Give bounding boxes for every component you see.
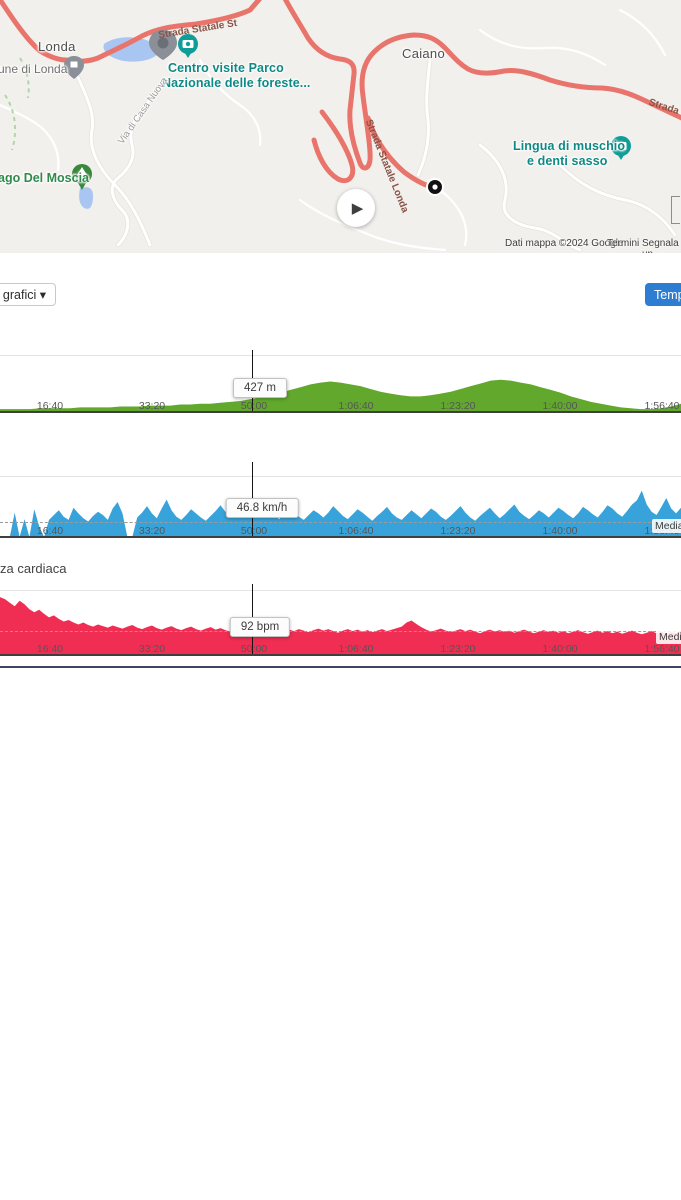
elevation-chart-topline: [0, 355, 681, 356]
lingua-camera-pin-icon[interactable]: [611, 136, 631, 160]
axis-tick: 16:40: [36, 525, 64, 537]
hr-axis-line: [0, 654, 681, 656]
poi-label-lago-moscia[interactable]: ago Del Moscia: [0, 171, 89, 185]
municipality-pin-icon[interactable]: [64, 56, 84, 79]
axis-tick: 50:00: [240, 400, 268, 412]
map-canvas: [0, 0, 681, 253]
gray-marker-pin-icon[interactable]: [149, 30, 177, 60]
map-scale-fragment: [671, 196, 681, 224]
elevation-axis-line: [0, 411, 681, 413]
hr-average-line: [0, 631, 681, 632]
route-polyline: [0, 0, 681, 191]
poi-label-lingua-2[interactable]: e denti sasso: [527, 154, 608, 168]
axis-tick: 50:00: [240, 525, 268, 537]
current-position-dot: [426, 178, 444, 196]
hr-average-chip: Media: [656, 630, 681, 644]
route-map[interactable]: Londa Caiano une di Londa Centro visite …: [0, 0, 681, 253]
axis-tick: 33:20: [138, 400, 166, 412]
charts-dropdown-button[interactable]: o grafici ▾: [0, 283, 56, 306]
map-attribution: Dati mappa ©2024 Google: [505, 238, 624, 249]
axis-tick: 16:40: [36, 643, 64, 655]
axis-tick: 1:23:20: [440, 525, 476, 537]
axis-tick: 50:00: [240, 643, 268, 655]
poi-label-visitor-center-2[interactable]: Nazionale delle foreste...: [162, 76, 311, 90]
poi-label-lingua-1[interactable]: Lingua di muschio: [513, 139, 626, 153]
hr-chart-topline: [0, 590, 681, 591]
poi-label-visitor-center-1[interactable]: Centro visite Parco: [168, 61, 284, 75]
axis-tick: 1:40:00: [542, 643, 578, 655]
speed-axis-ticks: 16:4033:2050:001:06:401:23:201:40:001:56…: [0, 525, 681, 537]
hr-chart-area[interactable]: [0, 590, 681, 655]
axis-tick: 1:06:40: [338, 400, 374, 412]
lake-shape: [103, 37, 159, 62]
play-icon: ▶: [351, 200, 364, 217]
axis-tick: 1:56:40: [644, 400, 680, 412]
axis-tick: 1:06:40: [338, 525, 374, 537]
speed-chart-topline: [0, 476, 681, 477]
axis-tick: 1:40:00: [542, 525, 578, 537]
hr-tooltip: 92 bpm: [229, 617, 291, 637]
map-report-link[interactable]: Segnala un: [642, 238, 679, 253]
axis-tick: 1:40:00: [542, 400, 578, 412]
town-label-londa: Londa: [38, 39, 76, 54]
town-label-caiano: Caiano: [402, 46, 445, 61]
axis-tick: 33:20: [138, 525, 166, 537]
axis-tick: 1:23:20: [440, 400, 476, 412]
small-lake-shape: [79, 187, 94, 209]
axis-tick: 1:56:40: [644, 643, 680, 655]
elevation-tooltip: 427 m: [233, 378, 287, 398]
axis-tick: 16:40: [36, 400, 64, 412]
axis-tick: 33:20: [138, 643, 166, 655]
heart-rate-section-title: za cardiaca: [0, 561, 67, 576]
elevation-axis-ticks: 16:40 33:20 50:00 1:06:40 1:23:20 1:40:00 1:56…: [0, 400, 681, 412]
axis-tick: 1:06:40: [338, 643, 374, 655]
hr-axis-ticks: 16:40 33:20 50:00 1:06:40 1:23:20 1:40:00 1:56…: [0, 643, 681, 655]
park-tree-pin-icon[interactable]: [72, 164, 92, 190]
speed-average-line: [0, 522, 681, 523]
poi-label-municipality: une di Londa: [0, 62, 68, 76]
speed-chart-area[interactable]: [0, 476, 681, 537]
time-toggle-button[interactable]: Tempo: [645, 283, 681, 306]
speed-axis-line: [0, 536, 681, 538]
visitor-center-camera-pin-icon[interactable]: [178, 34, 198, 58]
axis-tick: 1:23:20: [440, 643, 476, 655]
section-divider: [0, 666, 681, 668]
play-button[interactable]: ▶: [337, 189, 375, 227]
elevation-chart-area[interactable]: [0, 355, 681, 412]
speed-average-chip: Media:: [652, 519, 681, 533]
map-terms-link[interactable]: Termini: [607, 238, 640, 249]
speed-tooltip: 46.8 km/h: [225, 498, 299, 518]
